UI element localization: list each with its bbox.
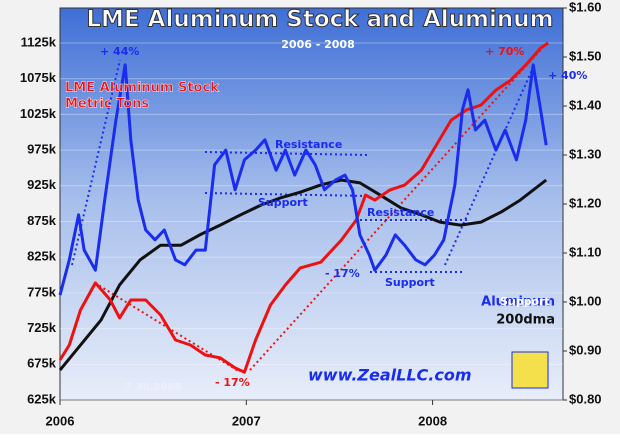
- series-line: [58, 63, 548, 296]
- y2-tick-label: $1.60: [569, 0, 602, 14]
- annotation: 7.30.2008: [125, 382, 181, 393]
- y-tick-label: 825k: [27, 249, 57, 264]
- y-tick-label: 1125k: [21, 34, 57, 49]
- y-tick-label: 675k: [27, 356, 57, 371]
- x-tick-label: 2007: [232, 413, 261, 428]
- series-label: 200dma: [496, 313, 555, 328]
- x-tick-label: 2006: [46, 413, 75, 428]
- annotation: Support: [258, 196, 308, 209]
- plot-area: [59, 7, 564, 401]
- annotation: - 17%: [325, 267, 360, 280]
- annotation: Support: [385, 276, 435, 289]
- y-tick-label: 925k: [27, 177, 57, 192]
- y-tick-label: 1025k: [20, 106, 57, 121]
- annotation: Resistance: [367, 206, 434, 219]
- y2-tick-label: $1.30: [569, 146, 602, 161]
- y-tick-label: 725k: [27, 320, 57, 335]
- chart-title: LME Aluminum Stock and Aluminum: [86, 7, 553, 33]
- y2-tick-label: $1.20: [569, 195, 602, 210]
- annotation: + 40%: [548, 69, 587, 82]
- series-label: Aluminum: [481, 295, 555, 310]
- series-label: LME Aluminum Stock: [65, 81, 219, 96]
- series-line: [58, 41, 549, 374]
- y-tick-label: 875k: [27, 213, 57, 228]
- y2-tick-label: $1.00: [569, 293, 602, 308]
- y-tick-label: 625k: [27, 391, 57, 406]
- y-tick-label: 775k: [27, 284, 57, 299]
- annotation: Resistance: [275, 138, 342, 151]
- annotation: + 44%: [100, 45, 139, 58]
- series-line: [58, 178, 548, 372]
- annotation: www.ZealLLC.com: [308, 366, 472, 385]
- y2-tick-label: $0.90: [569, 342, 602, 357]
- y2-tick-label: $0.80: [569, 391, 602, 406]
- x-tick-label: 2008: [418, 413, 447, 428]
- chart-subtitle: 2006 - 2008: [281, 38, 354, 51]
- y-tick-label: 1075k: [20, 70, 57, 85]
- y2-tick-label: $1.10: [569, 244, 602, 259]
- annotation: - 17%: [215, 376, 250, 389]
- y2-tick-label: $1.40: [569, 97, 602, 112]
- logo: [511, 351, 549, 389]
- annotation: + 70%: [485, 45, 524, 58]
- y-tick-label: 975k: [27, 142, 57, 157]
- y2-tick-label: $1.50: [569, 48, 602, 63]
- unit-label: Metric Tons: [65, 97, 149, 112]
- annotation: Support: [500, 295, 550, 308]
